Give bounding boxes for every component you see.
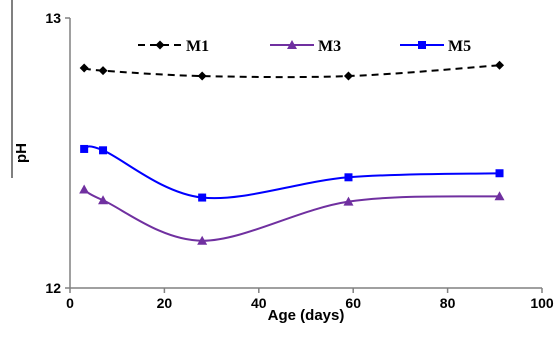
axes xyxy=(11,0,542,289)
data-point-m5 xyxy=(344,173,353,182)
x-tick-label: 20 xyxy=(157,295,173,311)
series-line-m3 xyxy=(83,188,500,242)
data-point-m5 xyxy=(80,144,89,153)
legend-label-m3: M3 xyxy=(318,38,341,55)
legend-label-m1: M1 xyxy=(186,38,209,55)
x-tick-label: 40 xyxy=(251,295,267,311)
x-tick-label: 60 xyxy=(345,295,361,311)
data-point-m3 xyxy=(343,196,354,206)
legend-item-m3: M3 xyxy=(270,38,341,55)
data-point-m5 xyxy=(99,146,108,155)
data-point-m1 xyxy=(343,71,353,81)
legend-marker-m5 xyxy=(418,41,426,49)
data-point-m1 xyxy=(197,71,207,81)
data-point-m3 xyxy=(197,235,208,245)
legend-label-m5: M5 xyxy=(448,38,471,55)
x-axis-title: Age (days) xyxy=(268,307,345,324)
legend-marker-m1 xyxy=(155,40,165,50)
legend-item-m1: M1 xyxy=(138,38,209,55)
data-point-m3 xyxy=(79,184,90,194)
data-point-m3 xyxy=(494,191,505,201)
ticks: 0 20 40 60 80 100 12 13 xyxy=(45,10,553,311)
series-m1 xyxy=(79,60,505,81)
data-point-m5 xyxy=(495,169,504,178)
y-tick-label: 13 xyxy=(45,10,61,26)
series-m5 xyxy=(80,144,504,202)
legend-marker-m3 xyxy=(287,40,297,49)
series-line-m1 xyxy=(83,64,500,79)
data-point-m1 xyxy=(79,63,89,73)
legend-item-m5: M5 xyxy=(400,38,471,55)
legend: M1 M3 M5 xyxy=(138,38,471,55)
x-tick-label: 100 xyxy=(530,295,554,311)
data-point-m1 xyxy=(495,60,505,70)
x-tick-label: 80 xyxy=(440,295,456,311)
y-tick-label: 12 xyxy=(45,280,61,296)
series xyxy=(79,60,505,245)
data-point-m3 xyxy=(98,195,109,205)
data-point-m1 xyxy=(98,66,108,76)
series-line-m5 xyxy=(83,145,500,200)
y-axis-title: pH xyxy=(13,143,30,163)
x-tick-label: 0 xyxy=(66,295,74,311)
data-point-m5 xyxy=(198,193,207,202)
series-m3 xyxy=(79,184,505,245)
